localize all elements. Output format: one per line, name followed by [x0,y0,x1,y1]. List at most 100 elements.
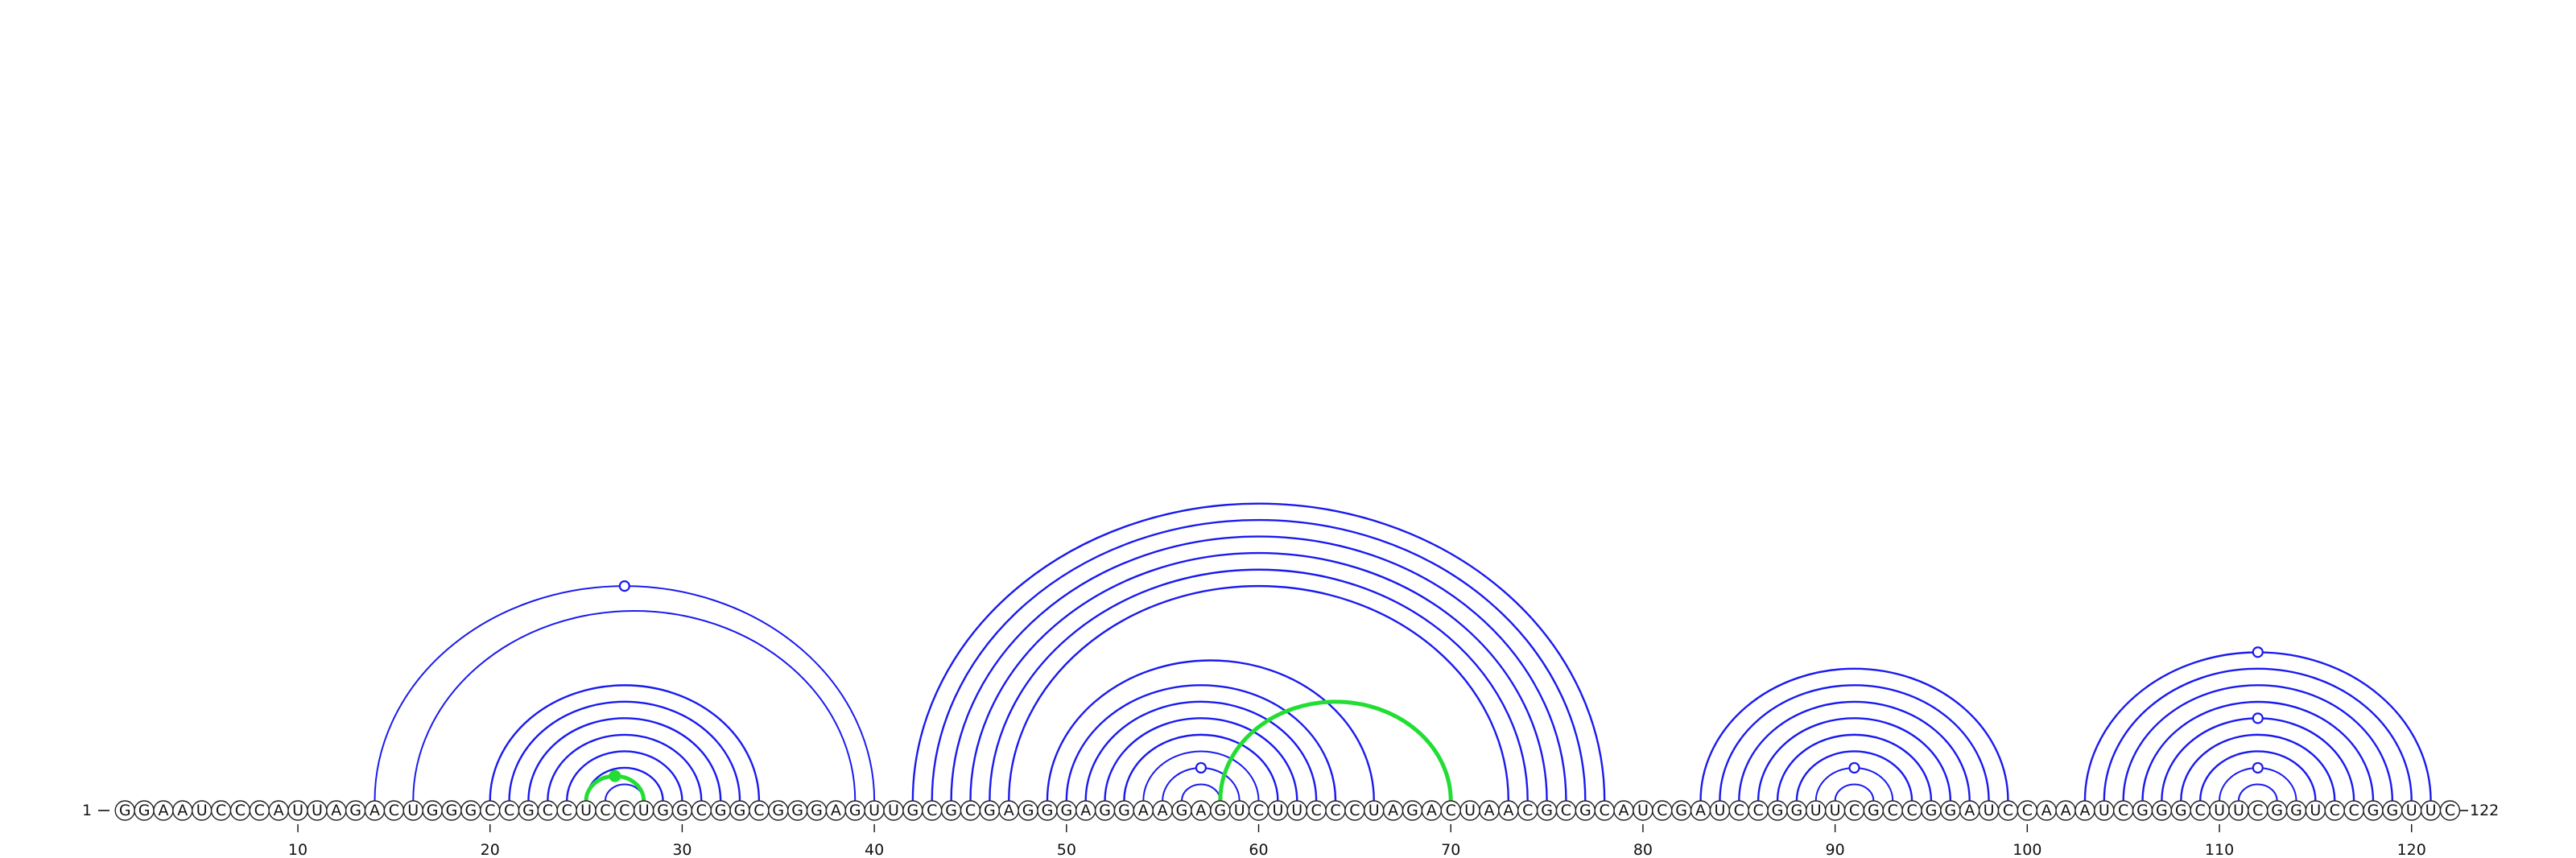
nucleotide-letter: U [888,802,899,819]
nucleotide-letter: A [369,802,380,819]
nucleotide: U [2420,800,2442,821]
nucleotide-letter: C [1522,802,1533,819]
sequence-backbone: 1 122 [82,802,2499,819]
pair-arc [989,568,1529,802]
pair-arc [412,609,857,802]
nucleotide: G [652,800,674,821]
nucleotide: G [134,800,155,821]
nucleotide-letter: U [580,802,592,819]
nucleotide-letter: G [1042,802,1054,819]
nucleotide-letter: C [2252,802,2263,819]
nucleotide: U [864,800,885,821]
nucleotide-letter: G [138,802,151,819]
pair-arc [566,750,683,802]
pair-arc [950,535,1567,802]
arc-marker-filled [609,769,621,782]
nucleotide-letter: C [562,802,572,819]
nucleotide: U [2305,800,2326,821]
tick-label: 100 [2013,841,2041,858]
nucleotide-letter: C [216,802,226,819]
nucleotide-letter: C [504,802,514,819]
nucleotide: U [307,800,328,821]
nucleotide-letter: C [235,802,246,819]
nucleotide: U [1633,800,1653,821]
nucleotide-letter: U [1830,802,1841,819]
nucleotide-letter: C [2330,802,2340,819]
pair-arc [1123,733,1279,802]
nucleotide-letter: G [1060,802,1072,819]
nucleotide-letter: C [696,802,707,819]
nucleotide-letter: U [2214,802,2225,819]
nucleotide-letter: U [1464,802,1476,819]
nucleotide-letter: G [676,802,688,819]
nucleotide: G [345,800,366,821]
pair-arc [547,733,703,802]
nucleotide-letter: U [1984,802,1995,819]
nucleotide: G [1094,800,1116,821]
nucleotide: U [2094,800,2115,821]
nucleotide-letter: C [1349,802,1360,819]
pair-arc [1795,750,1913,802]
pair-arc [2141,700,2375,802]
nucleotide: U [1978,800,2000,821]
nucleotide: C [210,800,232,821]
arc-marker-open [2252,646,2264,658]
nucleotide-letter: G [1022,802,1034,819]
pair-arc [1142,750,1260,802]
nucleotide: C [1843,800,1865,821]
arc-marker-open [1195,761,1208,774]
nucleotide-letter: A [274,802,284,819]
nucleotide: G [2151,800,2173,821]
nucleotide: A [1421,800,1443,821]
nucleotide: C [556,800,577,821]
nucleotide: G [671,800,693,821]
nucleotide-letter: U [2310,802,2321,819]
nucleotide-letter: C [965,802,976,819]
nucleotide: A [2055,800,2076,821]
nucleotide-letter: U [1637,802,1649,819]
pair-arc [1104,717,1298,802]
nucleotide: A [1382,800,1404,821]
nucleotide: G [844,800,865,821]
nucleotide: C [1306,800,1327,821]
arc-markers [609,580,2264,782]
nucleotide-letter: C [1849,802,1860,819]
nucleotide: A [1075,800,1096,821]
nucleotide-letter: G [119,802,131,819]
nucleotide: G [1171,800,1192,821]
nucleotide-letter: G [791,802,803,819]
nucleotide: C [2324,800,2345,821]
nucleotide: U [1267,800,1289,821]
nucleotide-letter: G [772,802,784,819]
pair-arc [1738,700,1971,802]
nucleotide-letter: A [1195,802,1206,819]
pair-arc [1065,684,1337,802]
pair-arc [2198,750,2317,802]
nucleotide: U [2228,800,2249,821]
nucleotide: C [1901,800,1922,821]
nucleotide: U [1824,800,1846,821]
nucleotide: C [1248,800,1269,821]
nucleotide-letter: A [158,802,168,819]
nucleotide-letter: G [2156,802,2168,819]
nucleotide: G [1402,800,1423,821]
pair-arc [1008,585,1510,802]
nucleotide: C [1325,800,1346,821]
nucleotide-letter: C [1561,802,1571,819]
nucleotide-letter: G [1772,802,1784,819]
nucleotide-letter: G [984,802,996,819]
nucleotide: U [576,800,597,821]
pair-arc [931,518,1587,802]
nucleotide: A [825,800,847,821]
pair-arc [1776,733,1933,802]
nucleotide-letter: C [2195,802,2206,819]
nucleotide: U [1459,800,1480,821]
pair-arc [1084,700,1318,802]
nucleotide-letter: G [1926,802,1938,819]
nucleotide: C [249,800,270,821]
nucleotide: A [1613,800,1634,821]
nucleotide-letter: A [2061,802,2071,819]
nucleotide: G [768,800,789,821]
nucleotide-letter: A [1004,802,1014,819]
